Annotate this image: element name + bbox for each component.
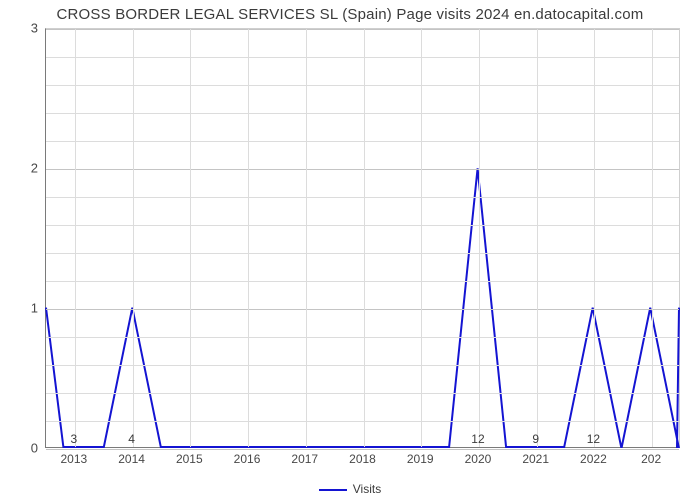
gridline-v xyxy=(479,29,480,447)
gridline-minor-h xyxy=(46,113,679,114)
gridline-minor-h xyxy=(46,57,679,58)
value-label: 3 xyxy=(71,432,78,446)
y-tick-label: 2 xyxy=(0,161,38,176)
gridline-v xyxy=(133,29,134,447)
gridline-minor-h xyxy=(46,393,679,394)
gridline-v xyxy=(421,29,422,447)
x-tick-label: 202 xyxy=(641,452,661,466)
gridline-minor-h xyxy=(46,141,679,142)
y-tick-label: 1 xyxy=(0,301,38,316)
data-series xyxy=(46,29,679,447)
x-tick-label: 2015 xyxy=(176,452,203,466)
x-tick-label: 2020 xyxy=(465,452,492,466)
gridline-v xyxy=(75,29,76,447)
chart-container: CROSS BORDER LEGAL SERVICES SL (Spain) P… xyxy=(0,0,700,500)
gridline-minor-h xyxy=(46,197,679,198)
value-label: 9 xyxy=(532,432,539,446)
x-tick-label: 2022 xyxy=(580,452,607,466)
x-tick-label: 2021 xyxy=(522,452,549,466)
gridline-major-h xyxy=(46,449,679,450)
chart-title: CROSS BORDER LEGAL SERVICES SL (Spain) P… xyxy=(0,6,700,23)
plot-area xyxy=(45,28,680,448)
gridline-major-h xyxy=(46,29,679,30)
gridline-v xyxy=(248,29,249,447)
x-tick-label: 2017 xyxy=(291,452,318,466)
legend: Visits xyxy=(0,482,700,496)
gridline-v xyxy=(306,29,307,447)
gridline-v xyxy=(652,29,653,447)
gridline-minor-h xyxy=(46,421,679,422)
gridline-major-h xyxy=(46,309,679,310)
gridline-minor-h xyxy=(46,225,679,226)
x-tick-label: 2016 xyxy=(234,452,261,466)
gridline-v xyxy=(190,29,191,447)
y-tick-label: 0 xyxy=(0,441,38,456)
x-tick-label: 2013 xyxy=(61,452,88,466)
value-label: 12 xyxy=(471,432,484,446)
gridline-minor-h xyxy=(46,337,679,338)
x-tick-label: 2014 xyxy=(118,452,145,466)
gridline-minor-h xyxy=(46,281,679,282)
legend-swatch xyxy=(319,489,347,491)
gridline-v xyxy=(537,29,538,447)
gridline-minor-h xyxy=(46,365,679,366)
gridline-minor-h xyxy=(46,253,679,254)
gridline-minor-h xyxy=(46,85,679,86)
gridline-v xyxy=(594,29,595,447)
gridline-v xyxy=(364,29,365,447)
legend-label: Visits xyxy=(353,482,381,496)
gridline-major-h xyxy=(46,169,679,170)
value-label: 4 xyxy=(128,432,135,446)
value-label: 12 xyxy=(587,432,600,446)
x-tick-label: 2018 xyxy=(349,452,376,466)
y-tick-label: 3 xyxy=(0,21,38,36)
x-tick-label: 2019 xyxy=(407,452,434,466)
